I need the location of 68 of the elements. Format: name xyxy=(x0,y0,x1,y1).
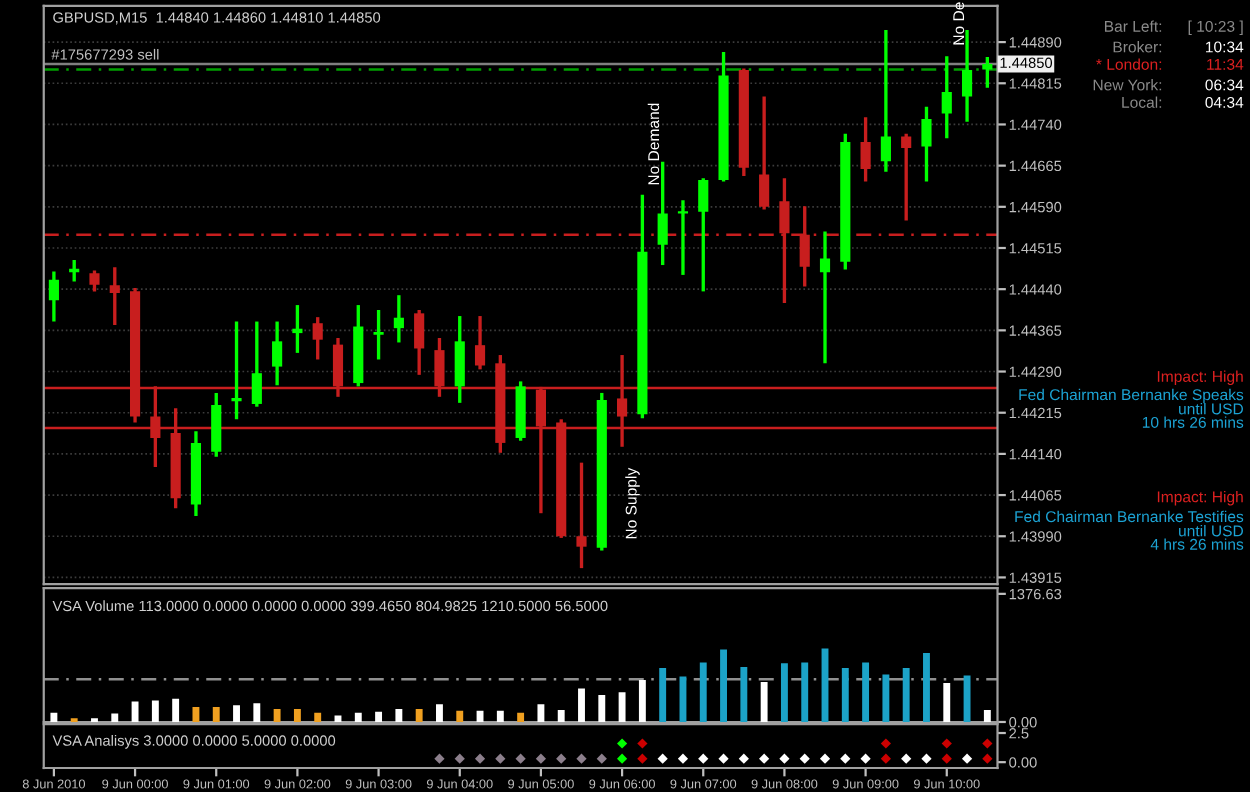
bar xyxy=(151,700,159,722)
bar xyxy=(740,667,748,722)
bar xyxy=(841,668,849,722)
bar xyxy=(699,662,707,722)
candlestick xyxy=(414,310,425,375)
bar xyxy=(578,688,585,722)
bar xyxy=(801,662,809,722)
candlestick xyxy=(373,310,384,360)
bar xyxy=(598,694,606,722)
bar xyxy=(50,712,58,722)
candlestick xyxy=(880,30,891,172)
candlestick xyxy=(393,295,404,343)
bar xyxy=(253,703,261,722)
bar xyxy=(902,668,910,722)
bar xyxy=(780,663,788,722)
candlestick xyxy=(759,96,770,210)
bar xyxy=(943,682,951,722)
bar xyxy=(172,698,180,722)
bar xyxy=(638,680,646,722)
candlestick xyxy=(576,462,587,569)
bar xyxy=(517,712,525,722)
bar xyxy=(720,649,727,722)
candlestick xyxy=(961,30,973,122)
bar xyxy=(862,662,870,722)
candlestick xyxy=(454,316,465,403)
bar xyxy=(233,705,240,722)
candlestick xyxy=(69,260,80,282)
bar xyxy=(923,653,930,722)
candlestick xyxy=(272,321,283,386)
bar xyxy=(760,681,768,722)
bar xyxy=(273,708,281,722)
candlestick xyxy=(109,267,120,325)
bar xyxy=(212,707,220,722)
bar xyxy=(882,674,890,722)
bar xyxy=(557,709,565,722)
bar xyxy=(436,704,443,722)
candlestick xyxy=(48,271,59,322)
candlestick xyxy=(211,392,222,457)
bar xyxy=(983,709,991,722)
bar xyxy=(963,675,971,722)
bar xyxy=(395,708,403,722)
bar xyxy=(314,712,322,722)
bar xyxy=(496,710,504,722)
bar xyxy=(192,707,200,722)
candlestick xyxy=(860,117,871,182)
candlestick xyxy=(677,200,689,275)
candlestick xyxy=(921,106,932,182)
candlestick xyxy=(819,231,831,364)
bar xyxy=(354,712,362,722)
candlestick xyxy=(941,56,952,139)
candlestick xyxy=(982,56,993,88)
bar xyxy=(334,715,342,722)
bar xyxy=(375,711,383,722)
candlestick xyxy=(657,161,668,266)
bar xyxy=(659,668,667,722)
bar xyxy=(456,710,464,722)
bar xyxy=(415,708,423,722)
candlestick xyxy=(312,317,323,360)
bar xyxy=(111,713,119,722)
bar xyxy=(618,692,626,722)
candlestick xyxy=(231,321,242,420)
candlestick xyxy=(698,178,709,292)
candlestick xyxy=(474,316,486,370)
candlestick xyxy=(901,133,912,221)
bar xyxy=(131,701,139,722)
candlestick xyxy=(251,321,262,407)
bar xyxy=(537,704,545,722)
bar xyxy=(293,708,301,722)
